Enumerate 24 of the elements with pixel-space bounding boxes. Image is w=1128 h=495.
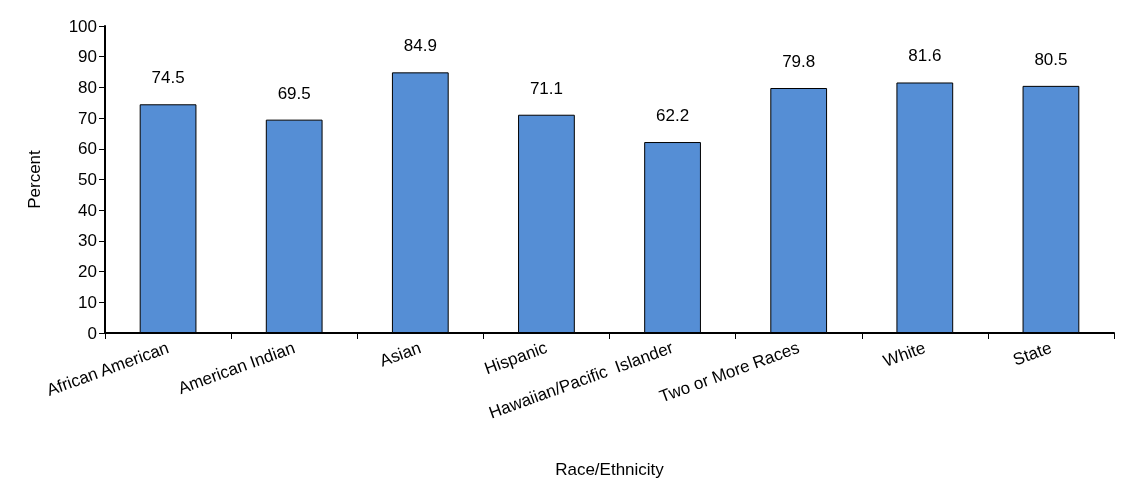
- x-tick-label: Asian: [377, 338, 424, 371]
- y-tick-label: 30: [78, 231, 97, 251]
- data-label: 84.9: [403, 36, 437, 56]
- data-label: 71.1: [529, 78, 563, 98]
- y-tick-label: 40: [78, 200, 97, 220]
- y-tick-label: 90: [78, 47, 97, 67]
- data-label: 62.2: [656, 106, 690, 126]
- y-tick-label: 20: [78, 262, 97, 282]
- x-axis-title: Race/Ethnicity: [555, 460, 665, 479]
- data-label: 69.5: [277, 83, 311, 103]
- y-tick-label: 70: [78, 108, 97, 128]
- y-tick-label: 100: [68, 16, 97, 36]
- y-axis-title: Percent: [25, 149, 44, 209]
- x-tick-label: State: [1010, 338, 1055, 370]
- data-label: 79.8: [782, 52, 816, 72]
- data-label: 80.5: [1034, 49, 1068, 69]
- data-label: 74.5: [151, 68, 185, 88]
- y-tick-label: 0: [87, 323, 97, 343]
- y-tick-label: 80: [78, 77, 97, 97]
- y-tick-label: 50: [78, 170, 97, 189]
- x-tick-label: White: [880, 338, 929, 371]
- y-tick-label: 60: [78, 139, 97, 159]
- y-tick-label: 10: [78, 292, 97, 312]
- data-label: 81.6: [908, 46, 942, 66]
